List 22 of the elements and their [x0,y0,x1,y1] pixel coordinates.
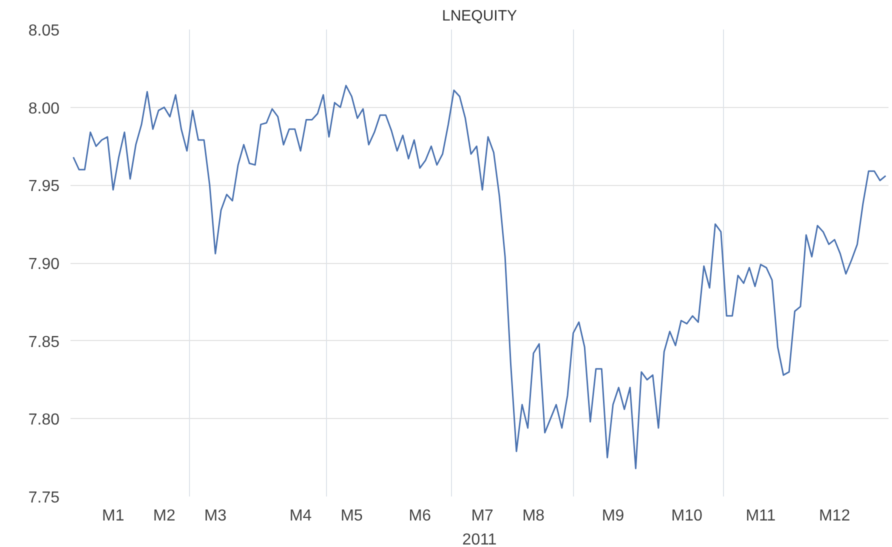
x-tick-label: M6 [408,508,432,524]
line-series [72,84,886,470]
x-tick-label: M12 [818,508,850,524]
x-tick-label: M8 [522,508,545,524]
y-tick-label: 7.75 [28,490,60,506]
x-tick-label: M2 [153,508,176,524]
x-tick-label: M5 [340,508,363,524]
y-tick-label: 7.90 [28,256,60,273]
x-tick-label: M9 [602,508,624,524]
x-axis-title: 2011 [462,532,497,547]
x-tick-label: M4 [289,508,312,524]
x-tick-label: M7 [471,508,494,524]
x-tick-label: M10 [671,508,703,524]
y-tick-label: 7.85 [28,334,60,351]
y-tick-label: 7.80 [28,412,60,429]
x-tick-label: M3 [204,508,227,524]
y-tick-label: 7.95 [28,178,60,196]
x-tick-label: M11 [746,508,776,524]
y-tick-label: 8.05 [28,22,60,40]
x-tick-label: M1 [102,508,124,524]
y-tick-label: 8.00 [28,100,60,118]
chart-title: LNEQUITY [442,8,518,24]
